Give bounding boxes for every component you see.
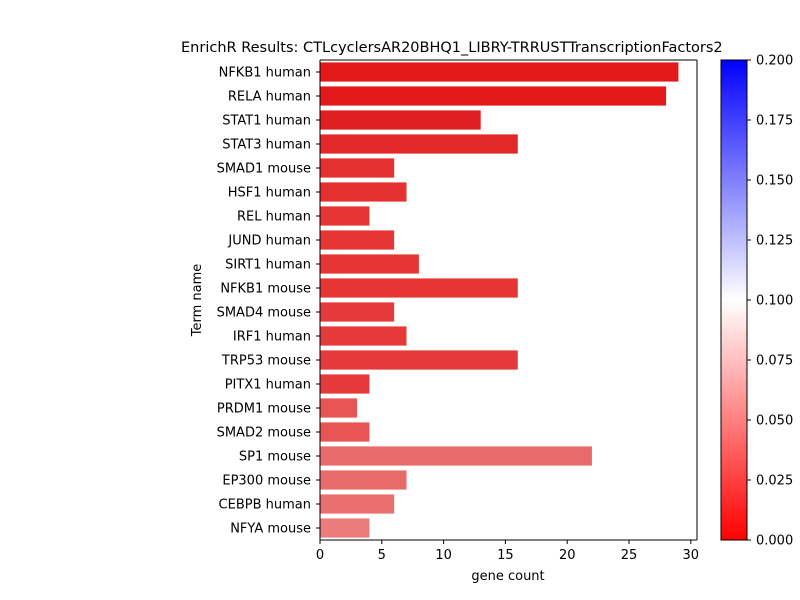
x-tick-label: 30 xyxy=(683,548,700,563)
colorbar-tick-label: 0.075 xyxy=(756,354,793,369)
colorbar-tick-label: 0.175 xyxy=(756,114,793,129)
bar xyxy=(320,62,679,82)
y-tick-label: NFYA mouse xyxy=(230,522,311,537)
x-tick-label: 5 xyxy=(378,548,386,563)
bar xyxy=(320,350,518,370)
colorbar-tick-label: 0.200 xyxy=(756,54,793,69)
colorbar-tick-label: 0.050 xyxy=(756,414,793,429)
bar xyxy=(320,470,407,490)
colorbar-tick-label: 0.100 xyxy=(756,294,793,309)
chart-title: EnrichR Results: CTLcyclersAR20BHQ1_LIBR… xyxy=(181,40,723,56)
y-tick-label: PRDM1 mouse xyxy=(217,402,311,417)
x-tick-label: 10 xyxy=(435,548,452,563)
colorbar-tick-label: 0.025 xyxy=(756,474,793,489)
bar xyxy=(320,206,370,226)
y-tick-label: NFKB1 human xyxy=(219,66,311,81)
y-tick-label: REL human xyxy=(237,210,311,225)
y-tick-label: IRF1 human xyxy=(233,330,311,345)
bar xyxy=(320,230,395,250)
y-tick-label: SMAD4 mouse xyxy=(217,306,311,321)
y-tick-label: TRP53 mouse xyxy=(221,354,311,369)
bar xyxy=(320,518,370,538)
bar xyxy=(320,278,518,298)
x-tick-label: 25 xyxy=(621,548,638,563)
bar xyxy=(320,494,395,514)
y-tick-label: STAT1 human xyxy=(222,114,311,129)
bar xyxy=(320,158,395,178)
colorbar xyxy=(720,59,748,541)
x-axis-label: gene count xyxy=(471,569,544,584)
bar xyxy=(320,86,667,106)
bar xyxy=(320,326,407,346)
y-tick-label: RELA human xyxy=(228,90,311,105)
bar xyxy=(320,110,481,130)
bar xyxy=(320,302,395,322)
y-tick-label: SMAD2 mouse xyxy=(217,426,311,441)
y-tick-label: PITX1 human xyxy=(225,378,311,393)
y-tick-label: STAT3 human xyxy=(222,138,311,153)
bar xyxy=(320,398,358,418)
x-tick-labels: 0 5 10 15 20 25 30 xyxy=(316,540,699,563)
bar xyxy=(320,374,370,394)
y-tick-label: EP300 mouse xyxy=(222,474,311,489)
colorbar-tick-label: 0.125 xyxy=(756,234,793,249)
x-tick-label: 0 xyxy=(316,548,324,563)
y-tick-label: CEBPB human xyxy=(219,498,311,513)
bar xyxy=(320,134,518,154)
x-tick-label: 15 xyxy=(497,548,514,563)
bar xyxy=(320,254,419,274)
y-tick-label: SIRT1 human xyxy=(225,258,311,273)
y-tick-labels: NFKB1 human RELA human STAT1 human STAT3 hu… xyxy=(217,66,320,537)
colorbar-tick-labels: 0.000 0.025 0.050 0.075 0.100 0.125 0.150 0.175… xyxy=(747,54,793,549)
bar xyxy=(320,182,407,202)
y-tick-label: NFKB1 mouse xyxy=(220,282,311,297)
colorbar-tick-label: 0.000 xyxy=(756,534,793,549)
bar xyxy=(320,446,592,466)
bar xyxy=(320,422,370,442)
y-axis-label: Term name xyxy=(190,264,205,338)
y-tick-label: SP1 mouse xyxy=(239,450,311,465)
y-tick-label: HSF1 human xyxy=(228,186,311,201)
x-tick-label: 20 xyxy=(559,548,576,563)
y-tick-label: SMAD1 mouse xyxy=(217,162,311,177)
bars-group xyxy=(320,62,679,538)
colorbar-tick-label: 0.150 xyxy=(756,174,793,189)
y-tick-label: JUND human xyxy=(227,234,311,249)
